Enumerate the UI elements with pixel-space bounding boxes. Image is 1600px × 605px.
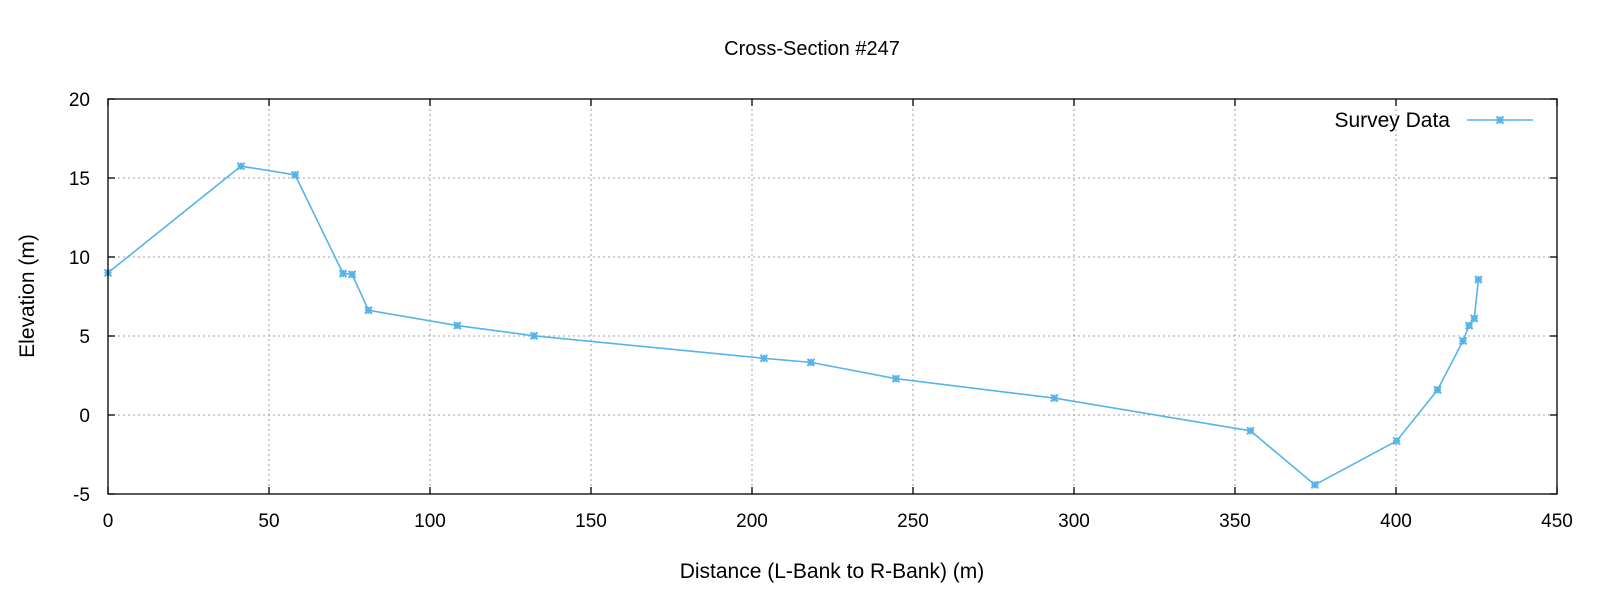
data-point xyxy=(1246,426,1255,436)
data-point xyxy=(338,269,348,278)
data-point xyxy=(759,354,769,363)
data-point xyxy=(1458,336,1468,346)
data-point xyxy=(891,374,901,383)
x-tick-label: 250 xyxy=(897,511,929,532)
x-tick-label: 400 xyxy=(1380,511,1412,532)
x-tick-label: 150 xyxy=(575,511,607,532)
y-tick-label: -5 xyxy=(73,485,90,506)
chart-title: Cross-Section #247 xyxy=(724,38,900,60)
x-tick-label: 300 xyxy=(1058,511,1090,532)
x-tick-label: 350 xyxy=(1219,511,1251,532)
y-tick-label: 0 xyxy=(79,406,90,427)
data-point xyxy=(1433,385,1442,395)
grid xyxy=(108,99,1557,494)
y-tick-label: 10 xyxy=(69,248,90,269)
series-survey-data xyxy=(103,161,1483,490)
data-point xyxy=(1464,321,1474,330)
y-tick-label: 20 xyxy=(69,90,90,111)
x-axis-label: Distance (L-Bank to R-Bank) (m) xyxy=(680,560,985,583)
data-point xyxy=(1470,314,1479,323)
data-point xyxy=(529,331,539,341)
y-axis-label: Elevation (m) xyxy=(16,234,39,358)
data-point xyxy=(806,358,816,367)
legend: Survey Data xyxy=(1334,109,1533,132)
legend-label: Survey Data xyxy=(1334,109,1450,132)
legend-marker xyxy=(1495,115,1505,125)
x-tick-label: 0 xyxy=(103,511,114,532)
data-point xyxy=(347,270,357,279)
data-point xyxy=(1474,275,1483,284)
ticks: 0 50 100 150 200 250 300 350 400 450 -5 0 5 10 15 20 xyxy=(69,90,1573,532)
data-point xyxy=(1310,480,1320,490)
data-point xyxy=(1495,115,1505,125)
data-point xyxy=(453,321,462,330)
data-point xyxy=(290,170,300,180)
y-tick-label: 5 xyxy=(79,327,90,348)
x-tick-label: 50 xyxy=(258,511,279,532)
series-line xyxy=(107,165,1480,486)
plot-frame xyxy=(107,98,1558,495)
y-tick-label: 15 xyxy=(69,169,90,190)
data-point xyxy=(364,306,373,315)
data-point xyxy=(1392,436,1401,446)
x-tick-label: 100 xyxy=(414,511,446,532)
x-tick-label: 450 xyxy=(1541,511,1573,532)
data-point xyxy=(236,161,246,171)
data-point xyxy=(1050,393,1059,403)
x-tick-label: 200 xyxy=(736,511,768,532)
